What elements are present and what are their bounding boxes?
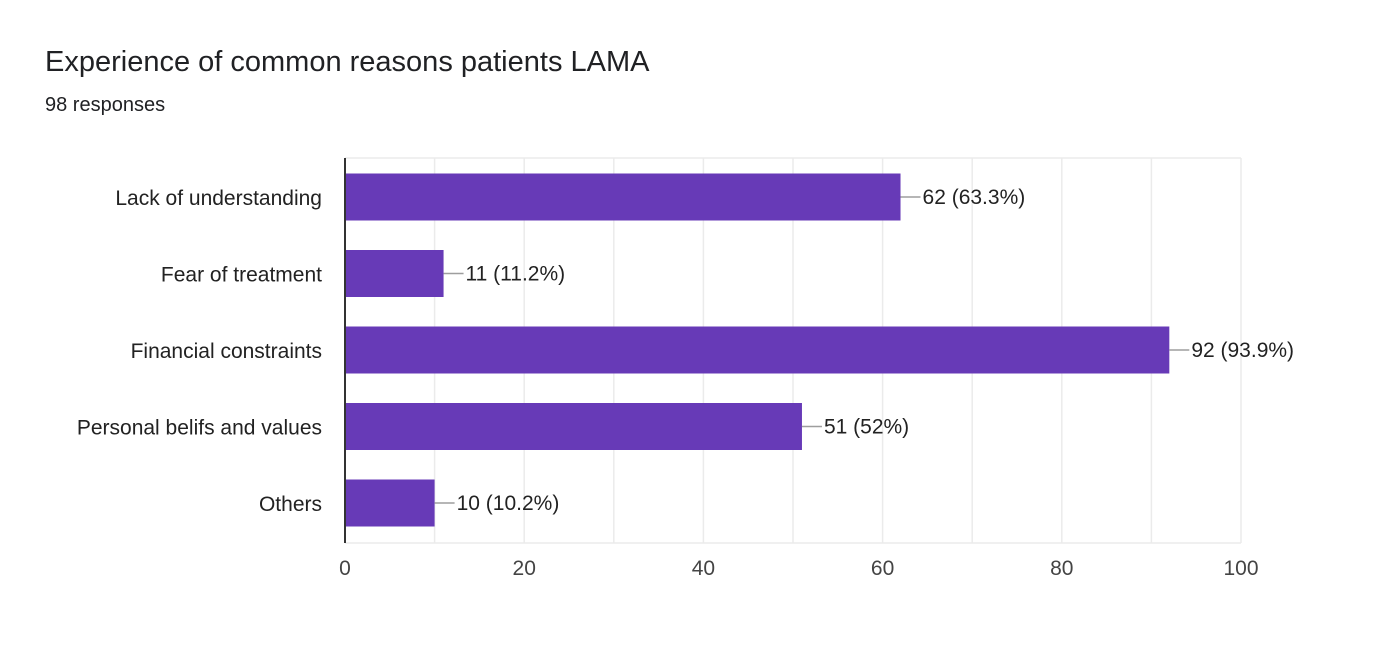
- x-tick-label-80: 80: [1050, 557, 1073, 580]
- category-label-0: Lack of understanding: [115, 187, 322, 210]
- category-label-2: Financial constraints: [131, 340, 322, 363]
- labels: 62 (63.3%) Lack of understanding 11 (11.2%…: [77, 186, 1294, 580]
- category-label-4: Others: [259, 493, 322, 516]
- bar-1: [345, 250, 444, 297]
- category-label-1: Fear of treatment: [161, 264, 322, 287]
- bar-2: [345, 326, 1170, 374]
- x-tick-label-40: 40: [692, 557, 715, 580]
- x-tick-label-0: 0: [339, 557, 351, 580]
- bar-4: [345, 479, 435, 527]
- bar-3: [345, 403, 802, 450]
- x-tick-label-60: 60: [871, 557, 894, 580]
- chart-title: Experience of common reasons patients LA…: [45, 46, 650, 78]
- category-label-3: Personal belifs and values: [77, 417, 322, 440]
- bar-0: [345, 173, 901, 221]
- data-label-1: 11 (11.2%): [466, 263, 566, 286]
- data-label-4: 10 (10.2%): [457, 492, 560, 515]
- x-tick-label-20: 20: [513, 557, 536, 580]
- response-count: 98 responses: [45, 94, 166, 116]
- data-label-0: 62 (63.3%): [923, 186, 1026, 209]
- x-tick-label-100: 100: [1223, 557, 1258, 580]
- data-label-2: 92 (93.9%): [1191, 339, 1294, 362]
- data-label-3: 51 (52%): [824, 416, 909, 439]
- bars: [345, 173, 1170, 527]
